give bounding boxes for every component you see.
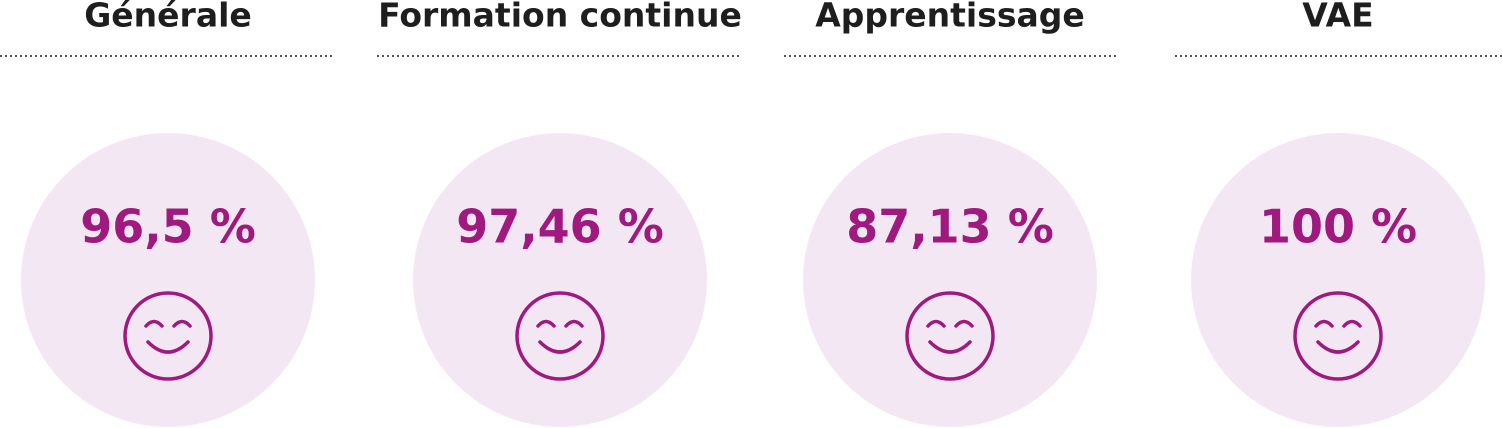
smiley-face — [515, 291, 605, 381]
smiley-face — [1293, 291, 1383, 381]
column-title: Apprentissage — [815, 0, 1085, 35]
smiley-eye — [172, 319, 192, 328]
smiley-mouth — [1316, 340, 1360, 354]
smiley-eye — [1342, 319, 1362, 328]
stat-bubble — [21, 133, 315, 427]
stat-bubble — [413, 133, 707, 427]
stat-value: 100 % — [1259, 200, 1417, 254]
stat-value: 87,13 % — [846, 200, 1054, 254]
column-title: Générale — [84, 0, 252, 35]
smiley-eye — [1314, 319, 1334, 328]
stat-bubble — [1191, 133, 1485, 427]
smiley-mouth — [538, 340, 582, 354]
smiley-mouth — [928, 340, 972, 354]
column-title: VAE — [1302, 0, 1373, 35]
column-title: Formation continue — [378, 0, 742, 35]
smiley-eye — [536, 319, 556, 328]
smiley-eye — [926, 319, 946, 328]
smiley-face — [905, 291, 995, 381]
smiley-face — [123, 291, 213, 381]
smiley-eye — [564, 319, 584, 328]
stat-value: 96,5 % — [80, 200, 256, 254]
smiley-mouth — [146, 340, 190, 354]
smiley-eye — [954, 319, 974, 328]
smiley-eye — [144, 319, 164, 328]
stat-bubble — [803, 133, 1097, 427]
stat-value: 97,46 % — [456, 200, 664, 254]
